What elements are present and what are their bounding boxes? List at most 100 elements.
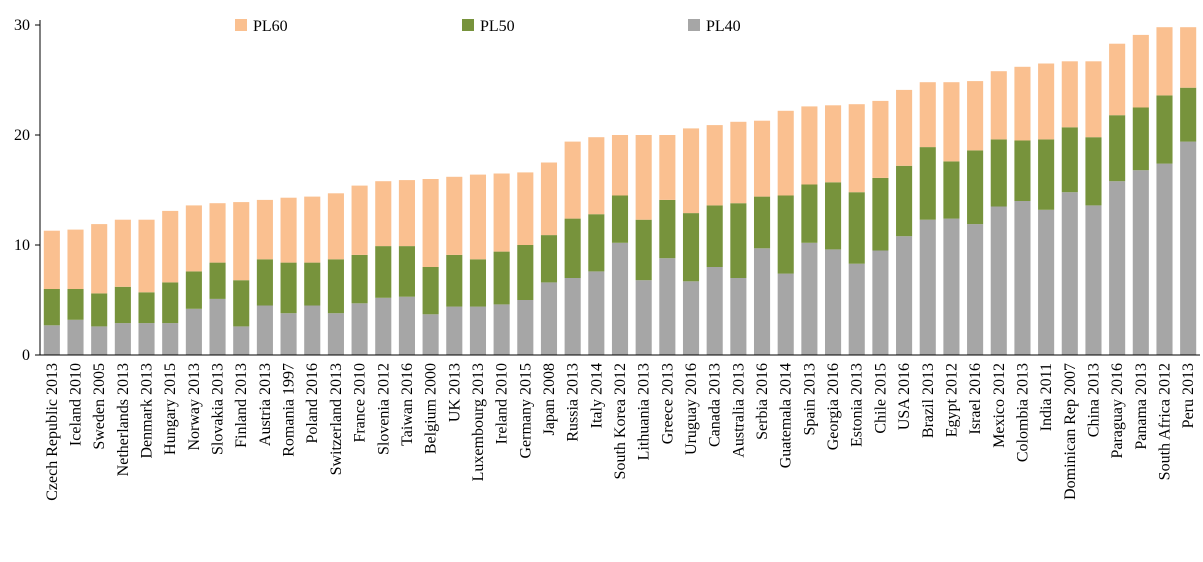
x-tick-label: South Africa 2012 bbox=[1156, 363, 1173, 480]
bar-segment bbox=[943, 161, 960, 219]
bar-segment bbox=[872, 177, 889, 251]
bar-segment bbox=[825, 249, 842, 355]
x-tick-label: Peru 2013 bbox=[1180, 363, 1197, 428]
x-tick-label: Italy 2014 bbox=[588, 363, 605, 428]
bar-segment bbox=[777, 195, 794, 274]
bar-segment bbox=[825, 182, 842, 250]
bar-segment bbox=[422, 314, 439, 355]
bar-segment bbox=[967, 224, 984, 355]
bar-segment bbox=[138, 219, 155, 293]
bar-segment bbox=[1109, 43, 1126, 116]
bar-segment bbox=[422, 267, 439, 315]
bar-segment bbox=[422, 179, 439, 267]
bar-segment bbox=[67, 289, 84, 320]
x-tick-label: Japan 2008 bbox=[541, 363, 558, 435]
x-tick-label: Guatemala 2014 bbox=[778, 363, 795, 468]
bar-segment bbox=[730, 278, 747, 355]
bar-segment bbox=[990, 139, 1007, 207]
bar-segment bbox=[138, 292, 155, 324]
x-tick-label: Netherlands 2013 bbox=[115, 363, 132, 476]
bar-segment bbox=[209, 203, 226, 263]
bar-segment bbox=[209, 298, 226, 355]
x-tick-label: USA 2016 bbox=[896, 363, 913, 430]
bar-segment bbox=[185, 308, 202, 355]
x-tick-label: Russia 2013 bbox=[565, 363, 582, 442]
legend-label: PL40 bbox=[706, 18, 741, 35]
legend-label: PL60 bbox=[253, 18, 288, 35]
bar-segment bbox=[233, 326, 250, 355]
x-tick-label: Denmark 2013 bbox=[139, 363, 156, 459]
bar-segment bbox=[967, 150, 984, 225]
y-tick-label: 0 bbox=[22, 347, 30, 364]
bar-segment bbox=[493, 173, 510, 252]
bar-segment bbox=[327, 313, 344, 355]
bar-segment bbox=[256, 259, 273, 306]
bar-segment bbox=[280, 197, 297, 263]
bar-segment bbox=[896, 236, 913, 355]
x-tick-label: Canada 2013 bbox=[707, 363, 724, 447]
bar-segment bbox=[943, 218, 960, 355]
x-tick-label: Sweden 2005 bbox=[91, 363, 108, 450]
bar-segment bbox=[872, 250, 889, 355]
bar-segment bbox=[351, 185, 368, 255]
x-tick-label: India 2011 bbox=[1038, 363, 1055, 431]
x-tick-label: Brazil 2013 bbox=[920, 363, 937, 438]
x-tick-label: Slovenia 2012 bbox=[375, 363, 392, 455]
bar-segment bbox=[162, 210, 179, 283]
x-tick-label: Greece 2013 bbox=[659, 363, 676, 444]
bar-segment bbox=[706, 267, 723, 355]
bar-segment bbox=[91, 326, 108, 355]
bar-segment bbox=[304, 305, 321, 355]
x-tick-label: Panama 2013 bbox=[1133, 363, 1150, 450]
x-tick-label: Israel 2016 bbox=[967, 363, 984, 435]
x-tick-label: Uruguay 2016 bbox=[683, 363, 700, 455]
bar-segment bbox=[327, 259, 344, 314]
x-tick-label: Estonia 2013 bbox=[849, 363, 866, 447]
bar-segment bbox=[375, 246, 392, 298]
x-tick-label: Colombia 2013 bbox=[1014, 363, 1031, 462]
bar-segment bbox=[611, 242, 629, 355]
bar-segment bbox=[1156, 27, 1173, 96]
bar-segment bbox=[1180, 87, 1197, 142]
bar-segment bbox=[730, 203, 747, 278]
x-tick-label: Slovakia 2013 bbox=[210, 363, 227, 455]
bar-segment bbox=[43, 325, 60, 355]
bar-segment bbox=[469, 306, 487, 355]
bar-segment bbox=[753, 196, 771, 249]
bar-segment bbox=[256, 199, 273, 260]
bar-segment bbox=[635, 219, 652, 281]
y-tick-label: 20 bbox=[14, 127, 30, 144]
bar-segment bbox=[1156, 95, 1173, 164]
bar-segment bbox=[517, 245, 534, 300]
x-tick-label: Romania 1997 bbox=[281, 363, 298, 457]
bar-segment bbox=[375, 297, 392, 355]
bar-segment bbox=[896, 165, 913, 237]
bar-segment bbox=[588, 214, 605, 272]
x-tick-label: Dominican Rep 2007 bbox=[1062, 363, 1079, 500]
x-tick-label: Chile 2015 bbox=[872, 363, 889, 434]
bar-segment bbox=[351, 254, 368, 304]
bar-segment bbox=[398, 296, 415, 355]
bar-segment bbox=[375, 181, 392, 247]
bar-segment bbox=[919, 219, 936, 355]
x-tick-label: Iceland 2010 bbox=[68, 363, 85, 446]
bar-segment bbox=[114, 219, 131, 287]
bar-segment bbox=[967, 81, 984, 151]
x-tick-label: China 2013 bbox=[1085, 363, 1102, 437]
x-tick-label: Finland 2013 bbox=[233, 363, 250, 448]
y-tick-label: 30 bbox=[14, 17, 30, 34]
bar-segment bbox=[990, 206, 1007, 355]
bar-segment bbox=[588, 271, 605, 355]
x-tick-label: Egypt 2012 bbox=[943, 363, 960, 437]
bar-segment bbox=[1061, 192, 1078, 355]
bar-segment bbox=[1085, 137, 1102, 206]
bar-segment bbox=[233, 202, 250, 281]
bar-segment bbox=[990, 71, 1007, 140]
bar-segment bbox=[304, 262, 321, 306]
bar-segment bbox=[256, 305, 273, 355]
x-tick-label: South Korea 2012 bbox=[612, 363, 629, 479]
bar-segment bbox=[1109, 181, 1126, 355]
bar-segment bbox=[398, 246, 415, 297]
bar-segment bbox=[446, 176, 463, 255]
